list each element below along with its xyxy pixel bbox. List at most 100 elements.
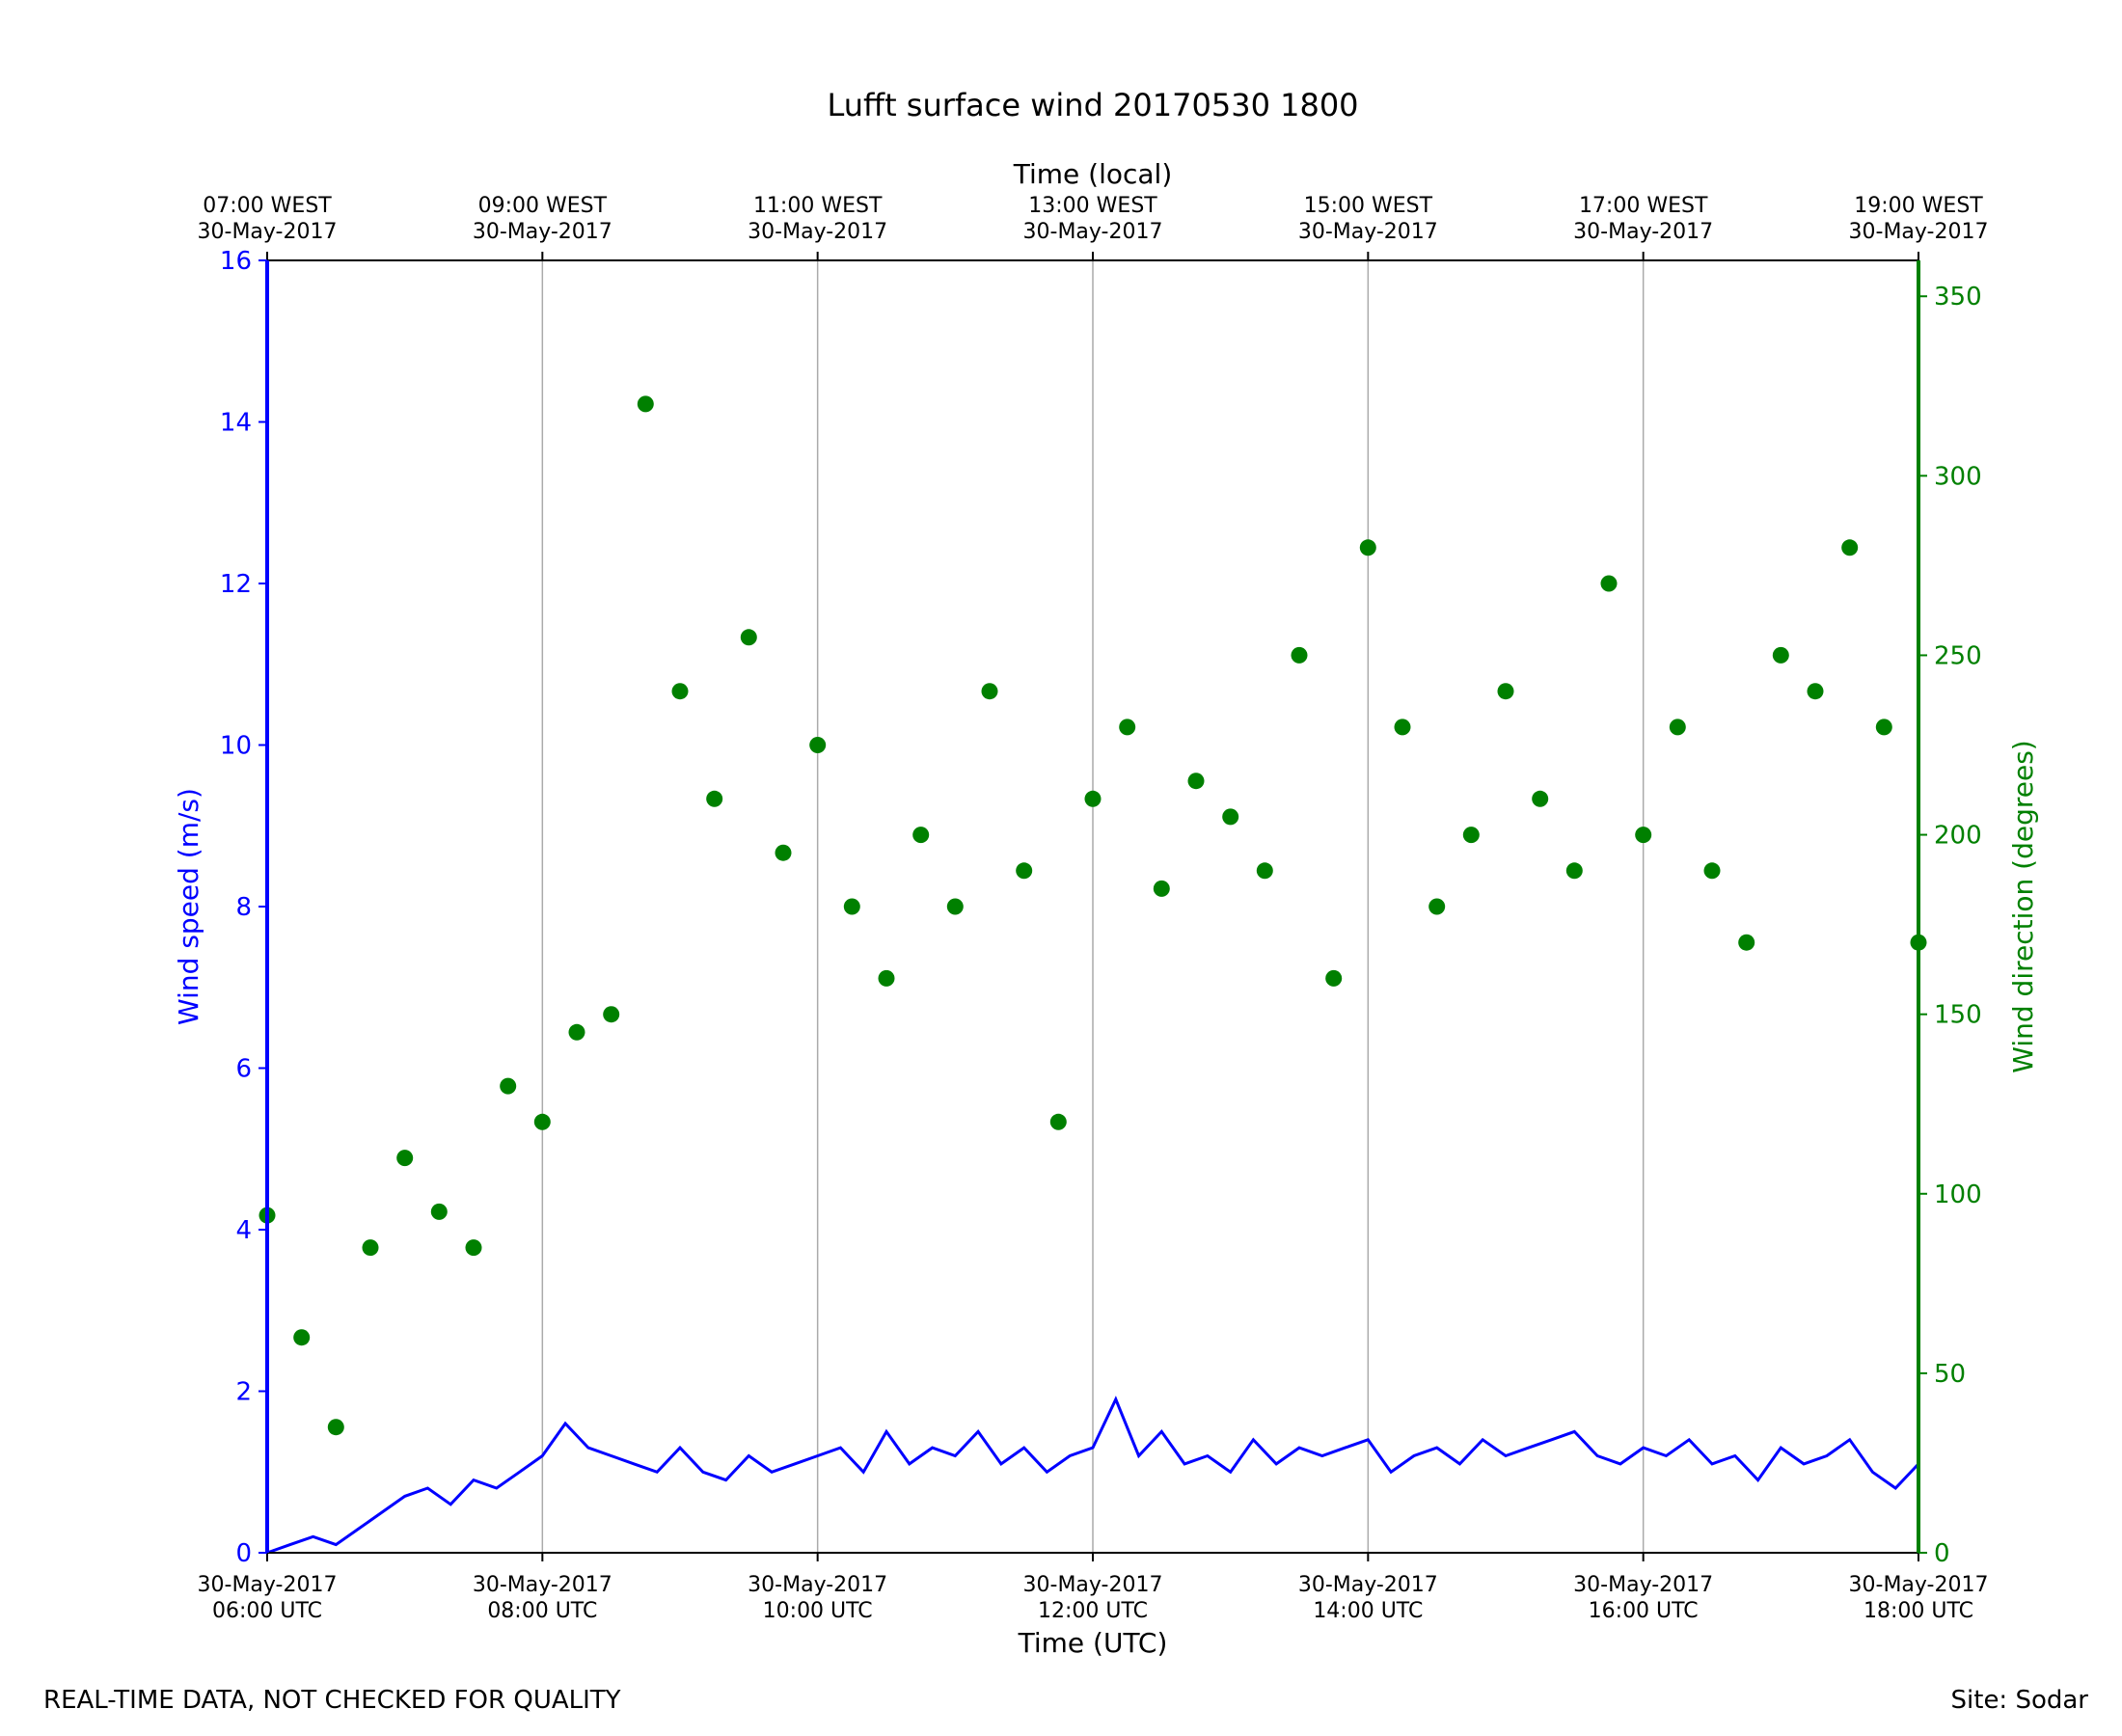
x-tick-label-time: 06:00 UTC [212,1599,322,1623]
wind-direction-point [912,827,930,844]
wind-direction-point [1841,539,1859,556]
wind-direction-point [430,1203,448,1220]
wind-direction-point [1600,575,1618,592]
y2-tick-label: 300 [1934,462,1982,491]
data-quality-notice: REAL-TIME DATA, NOT CHECKED FOR QUALITY [43,1686,621,1715]
wind-direction-point [1875,719,1892,736]
x-tick-label-date: 30-May-2017 [1573,1573,1713,1597]
wind-direction-point [1807,683,1824,700]
wind-speed-series [266,1396,1920,1555]
x-top-tick-label-time: 17:00 WEST [1579,194,1708,218]
wind-direction-point [637,395,654,413]
wind-direction-point [1359,539,1376,556]
wind-direction-point [1222,808,1239,826]
wind-direction-point [981,683,998,700]
wind-direction-point [1325,969,1343,987]
y2-tick-label: 100 [1934,1180,1982,1209]
x-top-tick-label-time: 11:00 WEST [753,194,883,218]
y-tick-label: 0 [235,1539,252,1568]
wind-direction-point [533,1113,551,1130]
chart-title: Lufft surface wind 20170530 1800 [827,87,1358,123]
wind-direction-point [1772,646,1789,664]
x-top-tick-label-date: 30-May-2017 [1849,220,1989,244]
x-tick-label-time: 12:00 UTC [1038,1599,1148,1623]
wind-direction-point [740,629,757,646]
x-top-tick-label-time: 09:00 WEST [478,194,608,218]
y-tick-label: 16 [220,247,252,276]
wind-direction-point [1428,898,1446,915]
x-tick-label-date: 30-May-2017 [1023,1573,1163,1597]
grid-lines [541,260,1645,1553]
wind-direction-point [1256,862,1273,880]
x-tick-label-date: 30-May-2017 [1849,1573,1989,1597]
y2-axis-label: Wind direction (degrees) [2007,740,2039,1072]
y-tick-label: 8 [235,893,252,922]
wind-direction-point [568,1023,585,1041]
x-tick-label-date: 30-May-2017 [748,1573,887,1597]
y2-tick-label: 150 [1934,1001,1982,1030]
wind-direction-point [1462,827,1480,844]
x-tick-label-date: 30-May-2017 [198,1573,338,1597]
wind-direction-point [1084,790,1102,807]
x-tick-label-date: 30-May-2017 [1298,1573,1438,1597]
wind-direction-point [809,737,827,753]
wind-direction-point [706,790,723,807]
top-axis-label: Time (local) [1013,158,1173,190]
site-label: Site: Sodar [1950,1686,2088,1715]
wind-direction-point [1565,862,1583,880]
x-tick-label-time: 14:00 UTC [1313,1599,1423,1623]
x-tick-label-time: 16:00 UTC [1589,1599,1699,1623]
wind-direction-point [465,1239,482,1257]
y2-tick-label: 350 [1934,283,1982,312]
y-tick-label: 2 [235,1378,252,1407]
wind-direction-point [1703,862,1721,880]
x-top-tick-label-date: 30-May-2017 [1023,220,1163,244]
x-top-tick-label-date: 30-May-2017 [473,220,612,244]
wind-direction-point [1497,683,1514,700]
x-tick-label-date: 30-May-2017 [473,1573,612,1597]
wind-direction-point [1119,719,1136,736]
wind-direction-point [1669,719,1686,736]
wind-direction-point [1187,773,1205,790]
y-axis-label: Wind speed (m/s) [173,788,204,1025]
wind-direction-point [1394,719,1411,736]
x-top-tick-label-date: 30-May-2017 [748,220,887,244]
wind-direction-point [396,1150,414,1167]
y2-tick-label: 50 [1934,1360,1966,1389]
wind-speed-line [266,1396,1920,1555]
x-tick-label-time: 10:00 UTC [763,1599,873,1623]
y-tick-label: 14 [220,409,252,438]
wind-direction-point [327,1419,344,1436]
wind-direction-point [1016,862,1033,880]
wind-direction-point [1738,934,1755,951]
wind-direction-point [603,1006,620,1023]
x-top-tick-label-time: 07:00 WEST [203,194,332,218]
wind-direction-series [258,395,1927,1436]
x-top-tick-label-time: 13:00 WEST [1028,194,1157,218]
x-tick-label-time: 18:00 UTC [1864,1599,1973,1623]
x-top-tick-label-time: 19:00 WEST [1854,194,1983,218]
wind-direction-point [946,898,964,915]
x-axis-label: Time (UTC) [1018,1627,1168,1659]
wind-direction-point [775,844,792,861]
y-tick-label: 12 [220,570,252,599]
wind-direction-point [1153,880,1170,897]
wind-direction-point [671,683,689,700]
wind-direction-point [1291,646,1308,664]
x-top-tick-label-date: 30-May-2017 [1573,220,1713,244]
wind-direction-point [293,1329,311,1346]
wind-direction-point [1635,827,1652,844]
y2-tick-label: 200 [1934,822,1982,851]
wind-direction-point [1532,790,1549,807]
wind-direction-point [878,969,895,987]
wind-direction-point [1049,1113,1067,1130]
y-tick-label: 4 [235,1216,252,1245]
y-tick-label: 6 [235,1055,252,1084]
x-tick-label-time: 08:00 UTC [487,1599,597,1623]
y2-tick-label: 250 [1934,641,1982,670]
y2-tick-label: 0 [1934,1539,1950,1568]
x-top-tick-label-date: 30-May-2017 [1298,220,1438,244]
wind-direction-point [843,898,860,915]
